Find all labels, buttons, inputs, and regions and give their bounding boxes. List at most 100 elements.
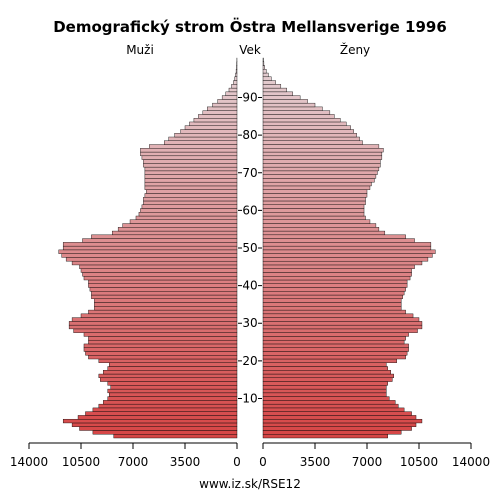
- male-bar-age-85: [198, 114, 238, 119]
- male-bar-age-2: [79, 426, 238, 431]
- female-bar-age-66: [262, 185, 371, 190]
- male-bar-age-75: [140, 151, 238, 157]
- male-bar-age-31: [71, 317, 238, 322]
- x-tick-label: 7000: [352, 455, 383, 469]
- male-bar-age-3: [71, 422, 238, 427]
- male-bar-age-41: [88, 279, 238, 284]
- male-bar-age-0: [113, 434, 238, 439]
- x-tick-label: 0: [259, 455, 267, 469]
- male-bar-age-19: [109, 362, 238, 367]
- male-bar-age-91: [225, 91, 238, 96]
- male-bar-age-76: [140, 148, 238, 153]
- female-bar-age-16: [262, 373, 394, 379]
- male-bar-age-92: [228, 87, 238, 93]
- male-bar-age-47: [65, 257, 238, 262]
- female-bar-age-25: [262, 339, 405, 345]
- female-bar-age-44: [262, 268, 412, 273]
- males-label: Muži: [126, 43, 154, 57]
- female-bar-age-9: [262, 400, 396, 405]
- male-bar-age-72: [143, 163, 238, 168]
- female-bar-age-28: [262, 328, 418, 333]
- female-bar-age-15: [262, 377, 393, 382]
- female-bar-age-2: [262, 426, 412, 431]
- female-bar-age-95: [262, 76, 272, 81]
- male-bar-age-21: [88, 355, 238, 360]
- axes: 14000 10500 7000 3500 0 0 3500 7000 10500 14000 10…: [10, 91, 490, 469]
- x-tick-label: 14000: [452, 455, 490, 469]
- female-bar-age-80: [262, 133, 357, 138]
- female-bar-age-92: [262, 87, 287, 93]
- male-bar-age-77: [149, 144, 238, 149]
- male-bar-age-49: [58, 249, 238, 254]
- female-bar-age-40: [262, 283, 408, 288]
- male-bar-age-64: [144, 193, 238, 198]
- female-bar-age-83: [262, 121, 347, 126]
- female-bar-age-85: [262, 114, 335, 119]
- female-bar-age-51: [262, 242, 432, 247]
- male-bar-age-61: [141, 204, 238, 209]
- female-bar-age-4: [262, 418, 423, 424]
- female-bar-age-55: [262, 227, 380, 232]
- female-bar-age-99: [262, 61, 265, 66]
- female-bar-age-62: [262, 200, 366, 205]
- male-bar-age-56: [122, 223, 238, 228]
- male-bar-age-25: [88, 339, 238, 345]
- female-bar-age-7: [262, 407, 405, 412]
- female-bar-age-58: [262, 215, 366, 220]
- male-bar-age-95: [234, 76, 238, 81]
- male-bar-age-37: [91, 294, 238, 299]
- male-bar-age-97: [235, 69, 238, 74]
- female-bar-age-84: [262, 117, 341, 123]
- male-bar-age-28: [73, 328, 238, 333]
- male-bar-age-29: [68, 324, 238, 330]
- female-bar-age-21: [262, 355, 406, 360]
- male-bar-age-10: [107, 396, 238, 401]
- male-bar-age-32: [80, 313, 238, 318]
- male-bar-age-93: [231, 84, 238, 89]
- male-bar-age-13: [110, 385, 238, 390]
- male-bar-age-59: [138, 212, 238, 217]
- male-bar-age-88: [212, 102, 238, 108]
- female-bar-age-54: [262, 230, 386, 236]
- female-bar-age-73: [262, 159, 381, 164]
- female-bar-age-48: [262, 253, 433, 258]
- male-bar-age-5: [77, 415, 238, 420]
- female-bar-age-82: [262, 125, 351, 130]
- male-bar-age-39: [89, 287, 238, 292]
- male-bar-age-54: [111, 230, 238, 236]
- female-bar-age-32: [262, 313, 414, 318]
- male-bar-age-60: [140, 208, 238, 213]
- female-bar-age-87: [262, 106, 323, 111]
- female-bar-age-61: [262, 204, 365, 209]
- age-tick-label: 50: [242, 241, 257, 255]
- female-bar-age-39: [262, 287, 406, 292]
- female-bar-age-52: [262, 238, 415, 243]
- female-bar-age-33: [262, 309, 406, 315]
- male-bar-age-73: [143, 159, 238, 164]
- male-bar-age-94: [233, 80, 238, 85]
- female-bar-age-74: [262, 155, 383, 160]
- male-bar-age-70: [144, 170, 238, 175]
- female-bar-age-13: [262, 385, 387, 390]
- male-bar-age-45: [79, 264, 238, 269]
- age-tick-label: 80: [242, 128, 257, 142]
- male-bar-age-18: [107, 366, 238, 371]
- male-bar-age-69: [144, 174, 238, 179]
- female-bar-age-98: [262, 65, 265, 70]
- male-bar-age-66: [144, 185, 238, 190]
- male-bar-age-52: [82, 238, 238, 243]
- male-bar-age-17: [103, 370, 238, 375]
- female-bar-age-8: [262, 403, 399, 409]
- x-tick-label: 10500: [400, 455, 438, 469]
- male-bar-age-26: [88, 336, 238, 341]
- male-bar-age-86: [202, 110, 238, 115]
- female-bar-age-97: [262, 69, 267, 74]
- male-bar-age-35: [94, 302, 238, 307]
- female-bar-age-96: [262, 72, 269, 78]
- female-bar-age-89: [262, 99, 308, 104]
- female-bar-age-10: [262, 396, 390, 401]
- age-tick-label: 90: [242, 91, 257, 105]
- male-bar-age-50: [62, 245, 238, 251]
- male-bar-age-62: [143, 200, 238, 205]
- male-bar-age-22: [85, 351, 238, 356]
